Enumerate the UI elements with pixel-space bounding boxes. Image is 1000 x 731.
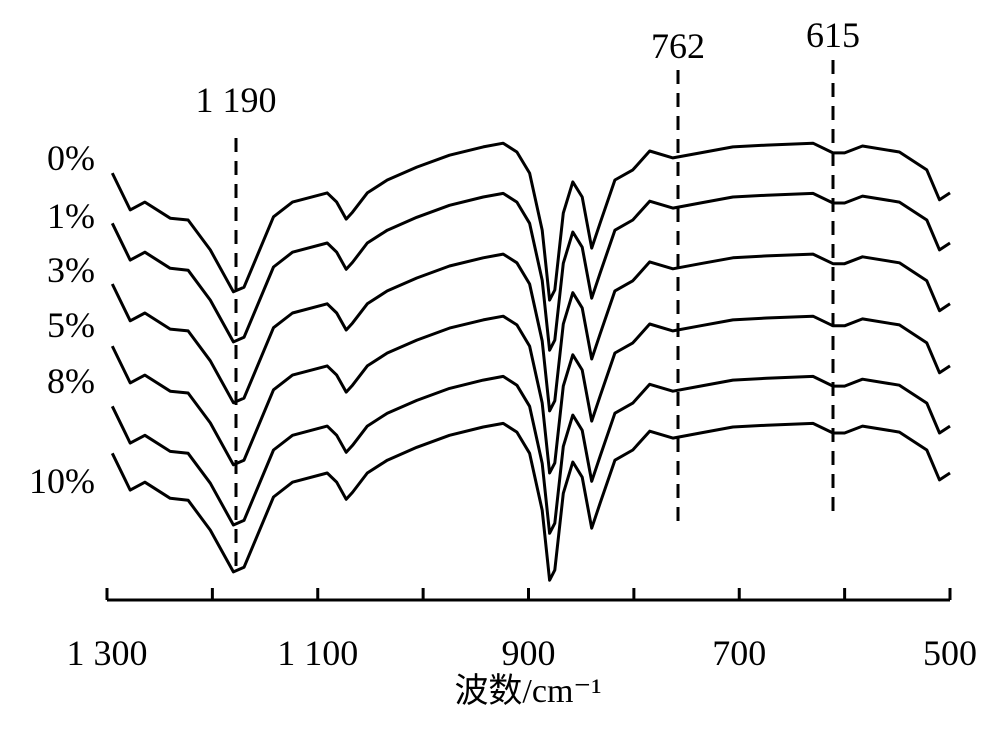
series-line-5pct (110, 314, 951, 475)
x-tick-label: 1 100 (277, 633, 358, 673)
series-label: 3% (47, 250, 95, 290)
x-tick-label: 1 300 (67, 633, 148, 673)
series-line-0pct (110, 141, 951, 302)
series-label: 1% (47, 196, 95, 236)
x-axis-title: 波数/cm⁻¹ (454, 672, 601, 710)
series-label: 5% (47, 305, 95, 345)
series-line-10pct (110, 421, 951, 582)
reference-label: 1 190 (196, 80, 277, 120)
x-tick-label: 500 (923, 633, 977, 673)
x-tick-label: 900 (502, 633, 556, 673)
series-label: 10% (29, 461, 95, 501)
series-label: 8% (47, 361, 95, 401)
reference-label: 615 (806, 15, 860, 55)
reference-label: 762 (651, 26, 705, 66)
x-tick-label: 700 (712, 633, 766, 673)
series-label: 0% (47, 138, 95, 178)
series-line-8pct (110, 374, 951, 535)
series-line-3pct (110, 252, 951, 413)
series-line-1pct (110, 191, 951, 352)
